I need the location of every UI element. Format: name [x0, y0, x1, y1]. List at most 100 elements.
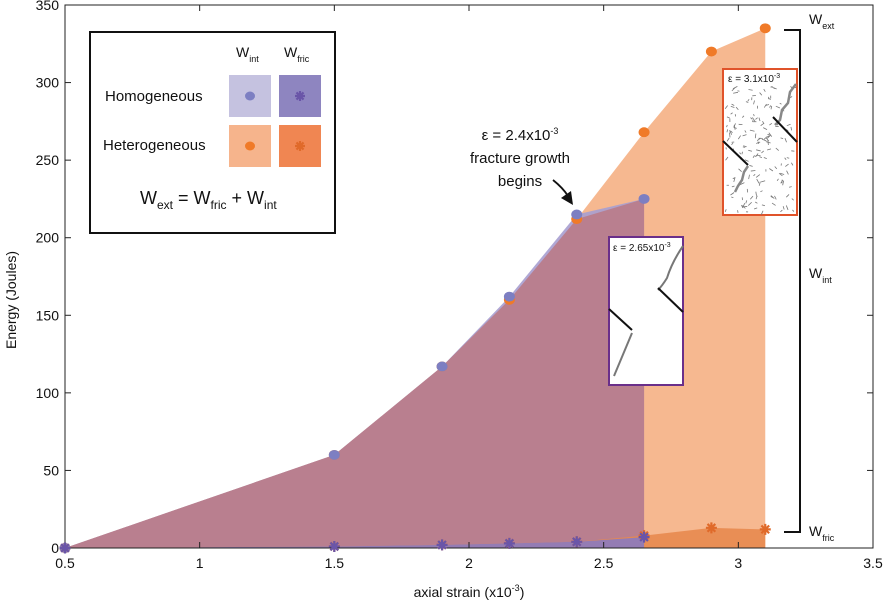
x-tick-label: 2.5: [594, 555, 614, 571]
grain-mark: [770, 105, 773, 110]
grain-mark: [742, 205, 746, 209]
grain-mark: [779, 102, 782, 105]
grain-mark: [775, 105, 781, 109]
inset-homogeneous-shear-lower: [608, 308, 633, 331]
grain-mark: [765, 104, 770, 106]
marker-het-fric: [705, 522, 717, 534]
grain-mark: [786, 123, 791, 127]
grain-mark: [733, 126, 737, 129]
grain-mark: [780, 179, 784, 184]
legend: Wint Wfric Homogeneous Heterogeneous Wex…: [89, 31, 336, 234]
grain-mark: [786, 157, 790, 159]
grain-mark: [725, 156, 729, 161]
fracture-annotation: ε = 2.4x10-3 fracture growth begins: [470, 126, 573, 205]
grain-mark: [763, 136, 768, 140]
y-tick-label: 150: [36, 307, 60, 323]
grain-mark: [748, 149, 753, 152]
grain-mark: [750, 117, 753, 120]
grain-mark: [757, 141, 760, 144]
marker-het-int: [638, 127, 650, 138]
marker-hom-int: [436, 361, 448, 372]
grain-mark: [788, 186, 792, 188]
grain-mark: [761, 138, 767, 142]
inset-heterogeneous-label: ε = 3.1x10-3: [728, 73, 780, 85]
marker-hom-fric: [571, 536, 583, 548]
grain-mark: [761, 204, 765, 207]
grain-mark: [726, 116, 730, 119]
energy-brackets: Wext Wint Wfric: [784, 11, 835, 543]
grain-mark: [771, 202, 776, 206]
grain-mark: [732, 86, 738, 90]
grain-mark: [780, 137, 784, 140]
grain-mark: [737, 90, 740, 92]
grain-mark: [742, 134, 747, 137]
legend-row-heterogeneous: Heterogeneous: [103, 137, 206, 154]
marker-hom-fric: [503, 537, 515, 549]
grain-mark: [756, 178, 760, 184]
grain-mark: [729, 132, 731, 138]
y-tick-label: 50: [43, 462, 59, 478]
grain-mark: [763, 127, 768, 130]
grain-mark: [765, 137, 770, 142]
grain-mark: [731, 87, 736, 92]
area-hom-fric: [65, 537, 645, 548]
grain-mark: [749, 129, 755, 132]
grain-mark: [753, 113, 755, 117]
grain-mark: [754, 133, 757, 139]
y-tick-label: 300: [36, 75, 60, 91]
inset-homogeneous-label: ε = 2.65x10-3: [613, 242, 671, 254]
marker-hom-int: [638, 193, 650, 204]
grain-mark: [766, 135, 771, 139]
grain-mark: [732, 177, 735, 180]
y-tick-label: 200: [36, 230, 60, 246]
grain-mark: [744, 159, 749, 162]
grain-mark: [785, 205, 789, 211]
x-axis-label-sup: -3: [512, 583, 520, 593]
grain-mark: [731, 103, 735, 106]
grain-mark: [769, 168, 774, 172]
marker-hom-int: [571, 209, 583, 220]
marker-hom-int: [328, 449, 340, 460]
grain-mark: [724, 105, 728, 109]
grain-mark: [763, 88, 766, 92]
grain-mark: [775, 147, 779, 151]
legend-row-homogeneous: Homogeneous: [105, 88, 203, 105]
grain-mark: [785, 163, 789, 167]
fracture-annotation-arrow: [552, 179, 569, 197]
area-fills: [65, 28, 766, 549]
grain-mark: [759, 156, 763, 159]
grain-mark: [759, 92, 763, 96]
marker-hom-fric: [328, 540, 340, 552]
grain-mark: [733, 177, 736, 183]
grain-mark: [791, 198, 794, 201]
grain-mark: [767, 148, 772, 151]
grain-mark: [739, 182, 745, 186]
grain-mark: [767, 140, 769, 145]
grain-mark: [749, 165, 753, 167]
y-tick-label: 100: [36, 385, 60, 401]
x-tick-label: 1.5: [325, 555, 345, 571]
bracket-label-fric: Wfric: [809, 523, 835, 543]
grain-mark: [766, 135, 770, 138]
legend-col-int: Wint: [236, 44, 259, 64]
legend-marker-het-fric: [295, 141, 305, 151]
grain-mark: [763, 103, 767, 108]
marker-hom-fric: [59, 542, 71, 554]
grain-mark: [743, 145, 747, 148]
grain-mark: [741, 151, 743, 155]
grain-mark: [784, 138, 787, 143]
grain-mark: [730, 112, 733, 115]
grain-mark: [792, 209, 795, 212]
grain-mark: [742, 203, 746, 208]
fracture-annotation-arrowhead: [561, 191, 573, 205]
grain-mark: [752, 120, 754, 123]
grain-mark: [768, 98, 772, 100]
grain-mark: [769, 122, 773, 126]
grain-mark: [733, 123, 736, 128]
legend-equation: Wext = Wfric + Wint: [140, 188, 277, 212]
grain-mark: [748, 174, 750, 180]
grain-mark: [786, 170, 789, 175]
inset-heterogeneous: ε = 3.1x10-3: [722, 68, 798, 216]
grain-mark: [752, 155, 755, 158]
